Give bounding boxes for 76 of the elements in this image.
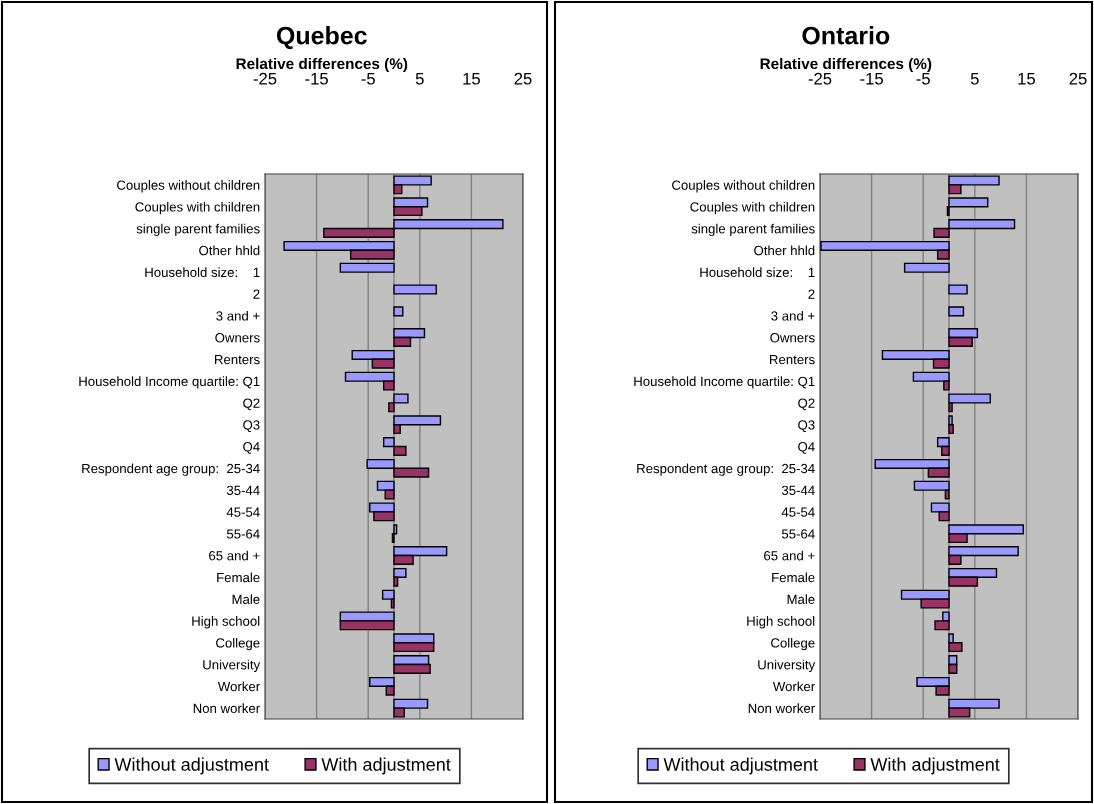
x-tick-label: 25 bbox=[514, 72, 532, 85]
y-tick-label: Q2 bbox=[243, 398, 260, 411]
y-tick-label: Other hhld bbox=[754, 245, 815, 256]
y-tick-label: Couples without children bbox=[117, 180, 260, 193]
y-tick-label: 45-54 bbox=[781, 507, 815, 517]
x-tick-label: 5 bbox=[415, 72, 424, 85]
y-tick-label: Household Income quartile: Q1 bbox=[634, 376, 815, 389]
x-tick-label: -25 bbox=[808, 72, 832, 85]
y-tick-label: 2 bbox=[808, 289, 815, 299]
y-tick-label: Worker bbox=[772, 681, 815, 692]
x-tick-label: -5 bbox=[916, 72, 930, 85]
y-tick-label: 3 and + bbox=[216, 310, 260, 321]
x-tick-label: -15 bbox=[305, 72, 328, 85]
y-tick-label: 65 and + bbox=[764, 550, 815, 561]
y-tick-label: College bbox=[771, 637, 815, 651]
y-tick-label: Q2 bbox=[798, 398, 815, 411]
y-tick-label: 2 bbox=[253, 289, 260, 299]
x-tick-label: -15 bbox=[860, 72, 883, 85]
bar bbox=[339, 262, 395, 273]
bar bbox=[393, 306, 404, 317]
x-tick-label: -5 bbox=[361, 72, 375, 85]
y-tick-label: Household Income quartile: Q1 bbox=[79, 376, 260, 389]
y-tick-label: Female bbox=[772, 572, 815, 583]
y-tick-label: Male bbox=[232, 594, 260, 605]
bar bbox=[393, 284, 438, 295]
x-tick-label: 15 bbox=[463, 72, 480, 85]
chart-subtitle: Relative differences (%) bbox=[760, 57, 932, 73]
y-tick-label: 35-44 bbox=[226, 485, 260, 496]
bar bbox=[903, 262, 950, 273]
y-tick-label: Female bbox=[217, 572, 260, 583]
y-tick-label: 55-64 bbox=[781, 529, 815, 539]
x-tick-label: 5 bbox=[970, 72, 979, 85]
y-tick-label: University bbox=[203, 659, 261, 673]
y-tick-label: Q4 bbox=[798, 442, 815, 454]
y-tick-label: Q4 bbox=[243, 442, 260, 454]
y-tick-label: High school bbox=[192, 616, 260, 629]
y-tick-label: Couples without children bbox=[672, 180, 815, 193]
y-tick-label: 45-54 bbox=[226, 507, 260, 517]
y-tick-label: 35-44 bbox=[781, 485, 815, 496]
y-tick-label: Other hhld bbox=[199, 245, 260, 256]
y-tick-label: Household size: 1 bbox=[145, 267, 260, 278]
y-tick-label: Household size: 1 bbox=[700, 267, 815, 278]
y-tick-label: Respondent age group: 25-34 bbox=[637, 463, 815, 476]
y-tick-label: 65 and + bbox=[209, 550, 260, 561]
x-tick-label: 15 bbox=[1018, 72, 1035, 85]
y-tick-label: Male bbox=[787, 594, 815, 605]
bar bbox=[948, 284, 968, 295]
legend-label: Without adjustment bbox=[114, 757, 269, 775]
y-tick-label: Renters bbox=[770, 355, 815, 365]
y-tick-label: College bbox=[216, 637, 260, 651]
y-tick-label: High school bbox=[747, 616, 815, 629]
y-tick-label: 3 and + bbox=[771, 310, 815, 321]
bar bbox=[948, 306, 965, 317]
y-tick-label: Q3 bbox=[243, 420, 260, 432]
y-tick-label: Respondent age group: 25-34 bbox=[82, 463, 260, 476]
y-tick-label: Non worker bbox=[193, 703, 260, 714]
chart-title: Quebec bbox=[276, 26, 367, 50]
y-tick-label: single parent families bbox=[691, 223, 815, 237]
legend-label: Without adjustment bbox=[663, 757, 818, 775]
y-tick-label: Couples with children bbox=[135, 201, 260, 215]
x-tick-label: -25 bbox=[253, 72, 277, 85]
y-tick-label: Renters bbox=[215, 355, 260, 365]
x-tick-label: 25 bbox=[1069, 72, 1087, 85]
chart-title: Ontario bbox=[802, 26, 890, 45]
y-tick-label: Non worker bbox=[748, 703, 815, 714]
legend-label: With adjustment bbox=[870, 757, 1000, 775]
legend-label: With adjustment bbox=[321, 757, 451, 775]
y-tick-label: Couples with children bbox=[690, 201, 815, 215]
chart-subtitle: Relative differences (%) bbox=[236, 57, 408, 73]
y-tick-label: Worker bbox=[217, 681, 260, 692]
y-tick-label: University bbox=[758, 659, 816, 673]
y-tick-label: Owners bbox=[770, 333, 815, 343]
y-tick-label: 55-64 bbox=[226, 529, 260, 539]
y-tick-label: Owners bbox=[215, 333, 260, 343]
y-tick-label: Q3 bbox=[798, 420, 815, 432]
y-tick-label: single parent families bbox=[136, 223, 260, 237]
